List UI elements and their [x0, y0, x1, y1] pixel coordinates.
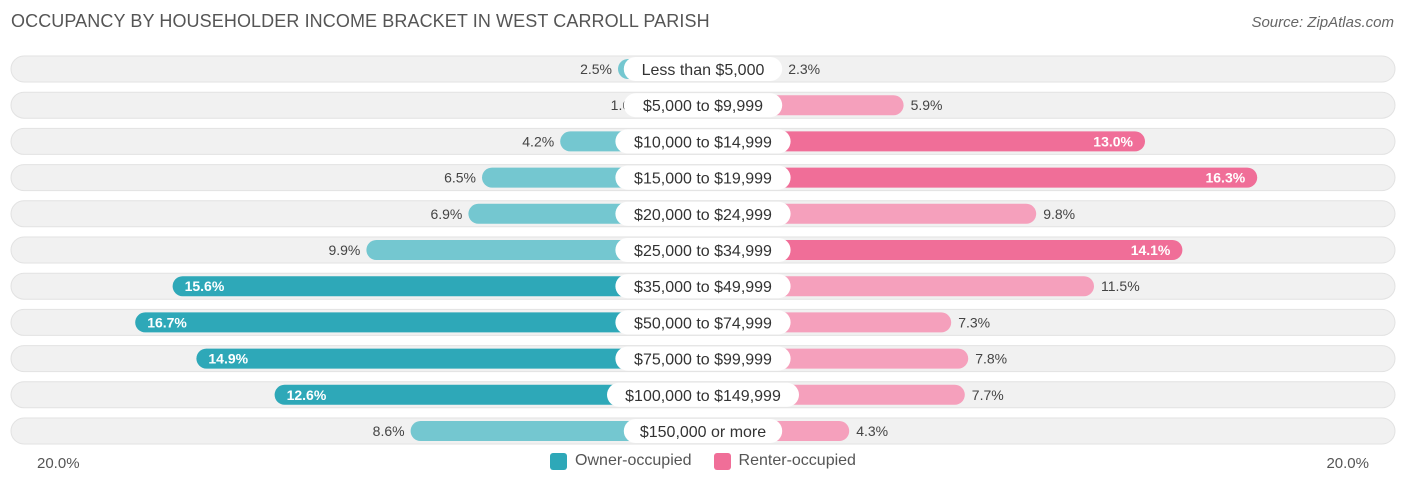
axis-right-label: 20.0%	[1326, 455, 1369, 472]
category-pill	[623, 57, 783, 81]
category-pill	[607, 382, 799, 407]
owner-swatch	[550, 452, 568, 470]
renter-value-label: 7.3%	[958, 314, 990, 330]
category-label: $100,000 to $149,999	[625, 388, 781, 405]
renter-value-label: 7.8%	[975, 351, 1007, 367]
renter-value-label: 9.8%	[1043, 206, 1075, 222]
owner-value-label: 12.6%	[287, 387, 327, 403]
owner-value-label: 2.5%	[580, 61, 612, 77]
category-label: $10,000 to $14,999	[634, 134, 772, 151]
category-pill	[615, 346, 791, 371]
owner-value-label: 16.7%	[147, 314, 187, 330]
category-pill	[615, 201, 791, 226]
owner-value-label: 14.9%	[208, 351, 248, 367]
owner-value-label: 6.5%	[444, 170, 476, 186]
category-label: Less than $5,000	[642, 62, 765, 79]
category-label: $25,000 to $34,999	[634, 243, 772, 260]
category-pill	[615, 310, 791, 335]
owner-bar	[274, 384, 703, 405]
chart-title: OCCUPANCY BY HOUSEHOLDER INCOME BRACKET …	[11, 11, 710, 31]
owner-value-label: 15.6%	[185, 278, 225, 294]
owner-value-label: 9.9%	[328, 242, 360, 258]
category-label: $75,000 to $99,999	[634, 352, 772, 369]
renter-bar	[703, 276, 1094, 297]
owner-bar	[172, 276, 704, 297]
category-label: $35,000 to $49,999	[634, 279, 772, 296]
renter-value-label: 4.3%	[856, 423, 888, 439]
renter-bar	[703, 131, 1145, 152]
legend-label-owner: Owner-occupied	[575, 452, 692, 469]
owner-value-label: 8.6%	[373, 423, 405, 439]
axis-left-label: 20.0%	[37, 455, 80, 472]
owner-value-label: 6.9%	[430, 206, 462, 222]
renter-value-label: 5.9%	[911, 97, 943, 113]
renter-value-label: 14.1%	[1131, 242, 1171, 258]
legend-label-renter: Renter-occupied	[738, 452, 856, 469]
category-pill	[623, 419, 783, 443]
category-pill	[615, 274, 791, 299]
category-label: $5,000 to $9,999	[643, 98, 763, 115]
owner-bar	[135, 312, 703, 333]
category-label: $150,000 or more	[640, 424, 766, 441]
category-pill	[623, 93, 783, 118]
category-label: $20,000 to $24,999	[634, 207, 772, 224]
legend-item-owner[interactable]: Owner-occupied	[550, 452, 692, 470]
renter-value-label: 13.0%	[1093, 133, 1133, 149]
category-label: $50,000 to $74,999	[634, 315, 772, 332]
renter-value-label: 16.3%	[1205, 170, 1245, 186]
source-label: Source: ZipAtlas.com	[1251, 14, 1394, 31]
category-pill	[615, 165, 791, 190]
renter-swatch	[713, 452, 731, 470]
renter-bar	[703, 240, 1183, 260]
renter-value-label: 7.7%	[972, 387, 1004, 403]
diverging-bar-chart: 2.5%2.3%Less than $5,0001.6%5.9%$5,000 t…	[10, 55, 1396, 445]
legend: Owner-occupied Renter-occupied	[0, 452, 1406, 470]
category-pill	[615, 238, 791, 262]
category-pill	[615, 129, 791, 154]
renter-value-label: 2.3%	[788, 61, 820, 77]
renter-bar	[703, 167, 1258, 188]
owner-bar	[196, 348, 703, 369]
owner-value-label: 4.2%	[522, 133, 554, 149]
renter-value-label: 11.5%	[1101, 278, 1140, 294]
legend-item-renter[interactable]: Renter-occupied	[713, 452, 856, 470]
category-label: $15,000 to $19,999	[634, 171, 772, 188]
